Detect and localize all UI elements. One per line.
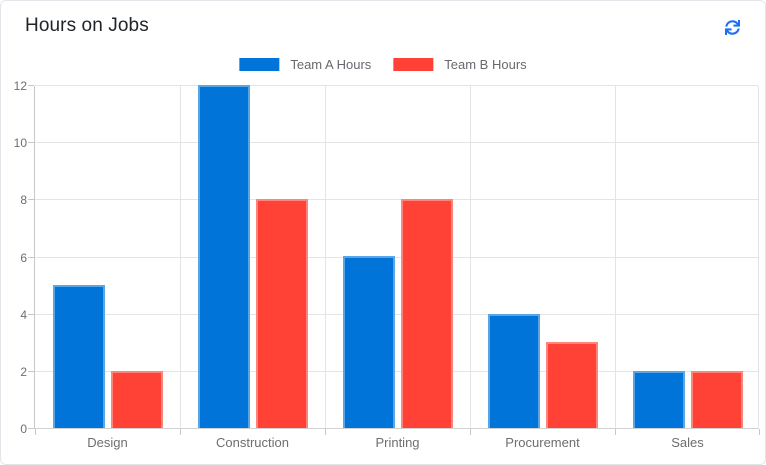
bar-team-a-hours-printing[interactable] bbox=[343, 256, 395, 428]
bar-team-b-hours-design[interactable] bbox=[111, 371, 163, 428]
y-tick-label: 12 bbox=[13, 79, 27, 93]
legend-label: Team A Hours bbox=[290, 57, 372, 72]
y-gridline bbox=[35, 371, 758, 372]
y-gridline bbox=[35, 257, 758, 258]
refresh-button[interactable] bbox=[721, 16, 743, 38]
x-tick-mark bbox=[615, 429, 616, 435]
y-tick-label: 0 bbox=[20, 422, 27, 436]
legend-swatch bbox=[393, 58, 434, 71]
y-tick-mark bbox=[28, 428, 34, 429]
y-tick-label: 2 bbox=[20, 365, 27, 379]
chart-legend: Team A Hours Team B Hours bbox=[239, 57, 527, 72]
y-tick-mark bbox=[28, 199, 34, 200]
x-tick-label: Design bbox=[87, 435, 128, 450]
y-gridline bbox=[35, 199, 758, 200]
legend-item-team-b-hours[interactable]: Team B Hours bbox=[393, 57, 527, 72]
bar-team-a-hours-construction[interactable] bbox=[198, 85, 250, 428]
x-tick-mark bbox=[180, 429, 181, 435]
y-gridline bbox=[35, 85, 758, 86]
x-tick-mark bbox=[759, 429, 760, 435]
x-gridline bbox=[470, 86, 471, 428]
bar-team-a-hours-sales[interactable] bbox=[633, 371, 685, 428]
bar-team-b-hours-construction[interactable] bbox=[256, 199, 308, 428]
bar-team-b-hours-procurement[interactable] bbox=[546, 342, 598, 428]
y-gridline bbox=[35, 142, 758, 143]
y-tick-mark bbox=[28, 371, 34, 372]
y-tick-mark bbox=[28, 142, 34, 143]
legend-swatch bbox=[239, 58, 280, 71]
bar-team-a-hours-design[interactable] bbox=[53, 285, 105, 428]
legend-label: Team B Hours bbox=[444, 57, 527, 72]
y-gridline bbox=[35, 314, 758, 315]
y-tick-mark bbox=[28, 257, 34, 258]
y-tick-label: 8 bbox=[20, 193, 27, 207]
x-tick-mark bbox=[470, 429, 471, 435]
x-gridline bbox=[180, 86, 181, 428]
x-tick-label: Printing bbox=[375, 435, 420, 450]
bar-team-b-hours-sales[interactable] bbox=[691, 371, 743, 428]
bar-team-b-hours-printing[interactable] bbox=[401, 199, 453, 428]
y-tick-label: 6 bbox=[20, 251, 27, 265]
plot-area: 0 2 4 6 8 10 12 Design Construction Printing Procu… bbox=[14, 79, 760, 450]
card-title: Hours on Jobs bbox=[25, 15, 149, 36]
x-tick-mark bbox=[35, 429, 36, 435]
x-tick-label: Procurement bbox=[505, 435, 580, 450]
refresh-icon bbox=[724, 19, 740, 35]
x-gridline bbox=[325, 86, 326, 428]
legend-item-team-a-hours[interactable]: Team A Hours bbox=[239, 57, 371, 72]
bar-team-a-hours-procurement[interactable] bbox=[488, 314, 540, 428]
y-tick-label: 10 bbox=[13, 136, 27, 150]
x-gridline bbox=[615, 86, 616, 428]
y-tick-mark bbox=[28, 314, 34, 315]
y-tick-label: 4 bbox=[20, 308, 27, 322]
x-tick-label: Construction bbox=[216, 435, 289, 450]
x-tick-mark bbox=[325, 429, 326, 435]
x-tick-label: Sales bbox=[671, 435, 704, 450]
y-tick-mark bbox=[28, 85, 34, 86]
